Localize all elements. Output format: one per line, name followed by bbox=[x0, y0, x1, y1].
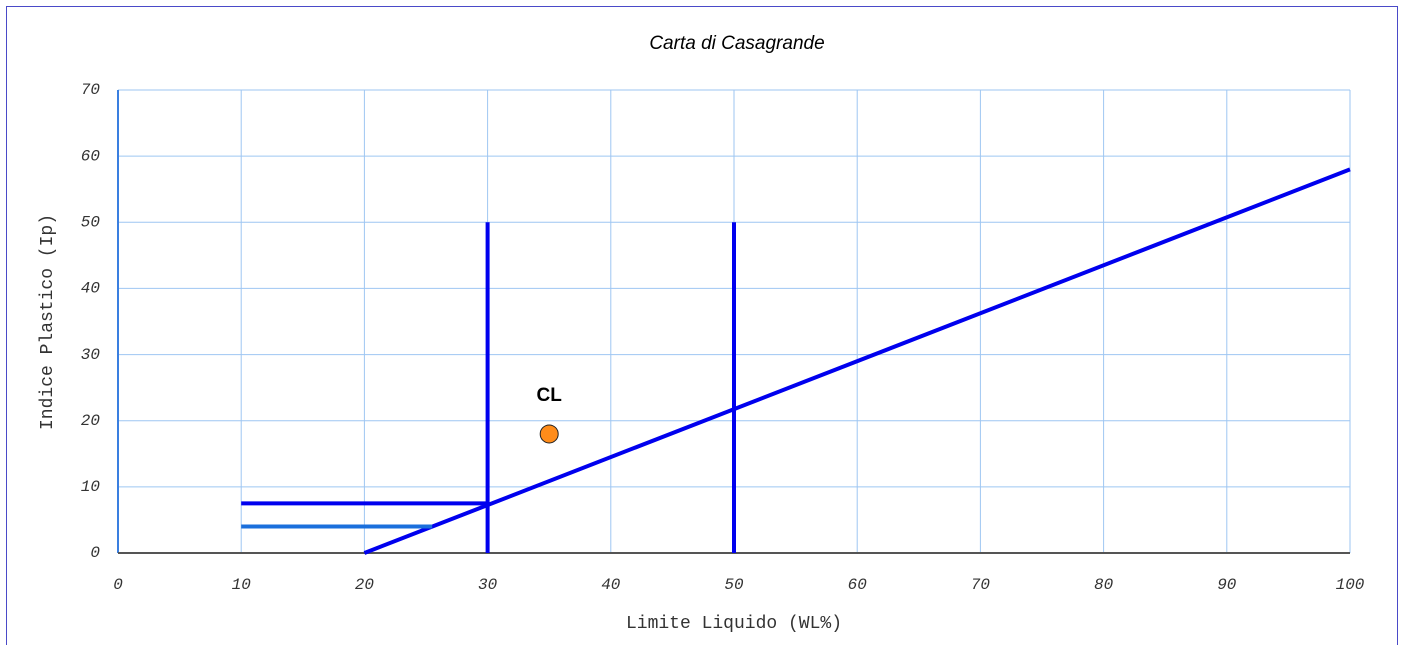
x-tick-label: 100 bbox=[1336, 576, 1365, 594]
x-tick-label: 40 bbox=[601, 576, 621, 594]
y-tick-label: 20 bbox=[81, 412, 101, 430]
x-tick-label: 30 bbox=[478, 576, 498, 594]
y-tick-label: 60 bbox=[81, 147, 101, 165]
chart-title: Carta di Casagrande bbox=[649, 33, 824, 54]
x-tick-label: 70 bbox=[971, 576, 991, 594]
x-tick-label: 20 bbox=[355, 576, 375, 594]
y-tick-label: 10 bbox=[81, 478, 101, 496]
y-tick-label: 0 bbox=[90, 544, 100, 562]
x-tick-label: 80 bbox=[1094, 576, 1114, 594]
y-tick-label: 40 bbox=[81, 280, 101, 298]
x-tick-label: 0 bbox=[113, 576, 123, 594]
point-label: CL bbox=[537, 385, 563, 406]
y-tick-label: 70 bbox=[81, 81, 101, 99]
point bbox=[539, 424, 559, 444]
x-axis-label: Limite Liquido (WL%) bbox=[626, 614, 842, 634]
x-tick-label: 50 bbox=[724, 576, 744, 594]
x-tick-label: 60 bbox=[848, 576, 868, 594]
line bbox=[363, 167, 1351, 555]
x-tick-label: 90 bbox=[1217, 576, 1237, 594]
y-tick-label: 50 bbox=[81, 214, 101, 232]
y-tick-label: 30 bbox=[81, 346, 101, 364]
x-tick-label: 10 bbox=[232, 576, 252, 594]
y-axis-label: Indice Plastico (Ip) bbox=[38, 214, 58, 430]
frame bbox=[6, 6, 1398, 645]
